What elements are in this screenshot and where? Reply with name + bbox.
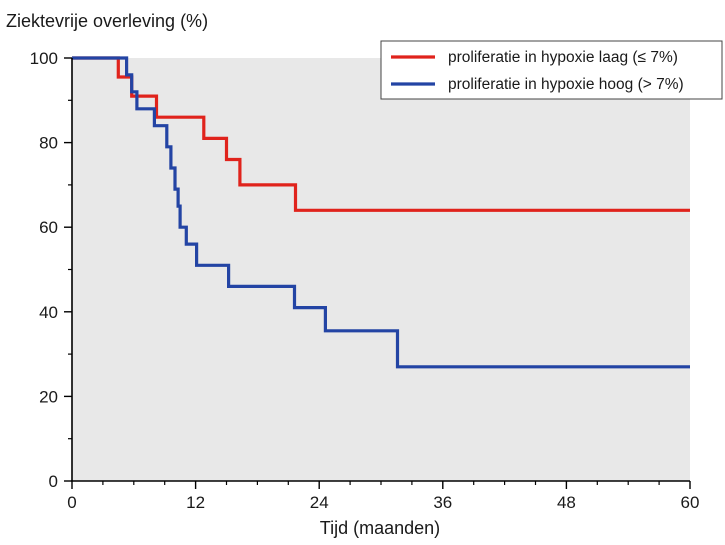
y-tick-label: 40 [39,303,58,322]
legend-box [380,40,723,100]
x-tick-label: 0 [67,493,76,512]
plot-area [72,58,690,481]
y-tick-label: 60 [39,218,58,237]
x-tick-label: 60 [681,493,700,512]
x-tick-label: 36 [433,493,452,512]
series-line-1 [72,56,690,212]
y-tick-label: 80 [39,134,58,153]
legend-label-2: proliferatie in hypoxie hoog (> 7%) [448,76,684,93]
axes [71,58,690,482]
series-line-2 [72,56,690,369]
y-tick-label: 0 [49,472,58,491]
x-tick-label: 12 [186,493,205,512]
y-tick-label: 20 [39,387,58,406]
x-axis-title: Tijd (maanden) [320,518,440,538]
y-tick-label: 100 [30,49,58,68]
y-axis-title: Ziektevrije overleving (%) [6,11,208,31]
axis-ticks: 0 12 24 36 48 60 0 20 40 60 80 100 [30,49,700,512]
legend-label-1: proliferatie in hypoxie laag (≤ 7%) [448,49,678,66]
legend: proliferatie in hypoxie laag (≤ 7%) proli… [380,40,723,100]
series-layer [72,56,690,369]
x-tick-label: 24 [310,493,329,512]
x-tick-label: 48 [557,493,576,512]
